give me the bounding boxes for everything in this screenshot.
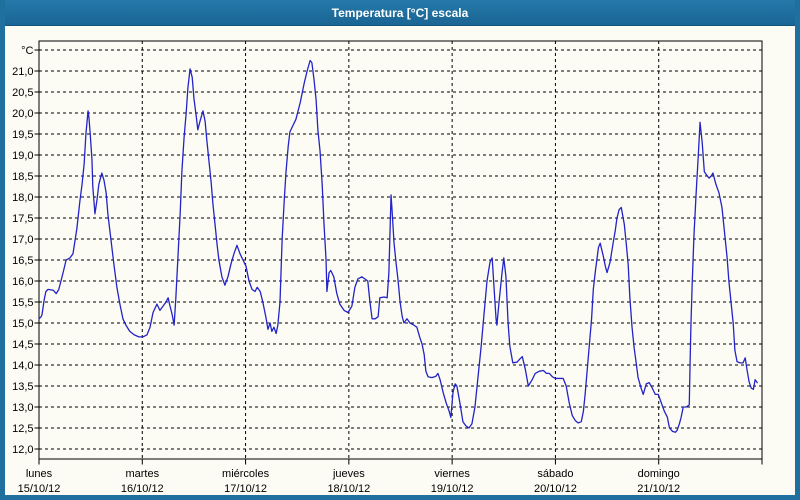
x-date-label: 16/10/12 xyxy=(121,483,164,495)
y-tick-label: 17,0 xyxy=(12,234,33,246)
y-tick-label: 17,5 xyxy=(12,213,33,225)
y-tick-label: 13,0 xyxy=(12,402,33,414)
x-date-label: 18/10/12 xyxy=(327,483,370,495)
y-tick-label: 19,5 xyxy=(12,129,33,141)
y-tick-label: 13,5 xyxy=(12,381,33,393)
y-tick-label: 16,5 xyxy=(12,255,33,267)
y-tick-label: 18,0 xyxy=(12,192,33,204)
y-tick-label: 16,0 xyxy=(12,276,33,288)
y-tick-label: 12,0 xyxy=(12,444,33,456)
y-tick-label: 21,0 xyxy=(12,66,33,78)
x-date-label: 15/10/12 xyxy=(18,483,61,495)
y-tick-label: 14,0 xyxy=(12,360,33,372)
x-day-label: miércoles xyxy=(222,468,270,480)
x-date-label: 20/10/12 xyxy=(534,483,577,495)
x-day-label: lunes xyxy=(26,468,53,480)
x-day-label: martes xyxy=(125,468,159,480)
y-tick-label: 12,5 xyxy=(12,423,33,435)
x-date-label: 21/10/12 xyxy=(637,483,680,495)
title-bar: Temperatura [°C] escala xyxy=(0,0,800,26)
x-day-label: domingo xyxy=(638,468,680,480)
y-tick-label: 20,0 xyxy=(12,108,33,120)
x-day-label: sábado xyxy=(537,468,573,480)
y-tick-label: 15,5 xyxy=(12,297,33,309)
y-tick-label: 19,0 xyxy=(12,150,33,162)
x-date-label: 19/10/12 xyxy=(431,483,474,495)
x-date-label: 17/10/12 xyxy=(224,483,267,495)
y-tick-label: 14,5 xyxy=(12,339,33,351)
window-title: Temperatura [°C] escala xyxy=(331,5,469,20)
temperature-line xyxy=(38,59,758,433)
y-tick-label: 18,5 xyxy=(12,171,33,183)
y-axis-unit-label: °C xyxy=(21,45,33,57)
y-tick-label: 20,5 xyxy=(12,87,33,99)
y-tick-label: 15,0 xyxy=(12,318,33,330)
x-day-label: viernes xyxy=(434,468,470,480)
x-day-label: jueves xyxy=(332,468,365,480)
plot-frame xyxy=(38,40,763,460)
